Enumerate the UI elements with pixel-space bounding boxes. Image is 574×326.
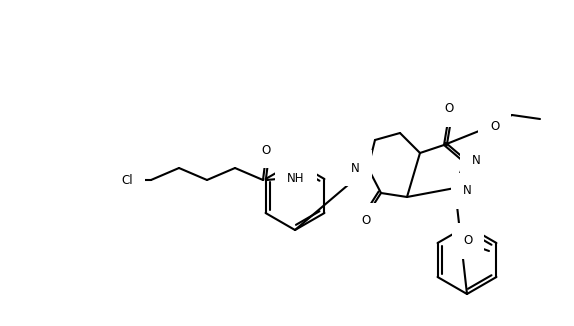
Text: N: N — [472, 154, 481, 167]
Text: O: O — [444, 102, 453, 115]
Text: O: O — [261, 143, 270, 156]
Text: NH: NH — [287, 171, 305, 185]
Text: N: N — [351, 161, 360, 174]
Text: Cl: Cl — [121, 173, 133, 186]
Text: O: O — [463, 234, 472, 247]
Text: O: O — [490, 121, 499, 134]
Text: O: O — [362, 215, 371, 228]
Text: N: N — [463, 185, 472, 198]
